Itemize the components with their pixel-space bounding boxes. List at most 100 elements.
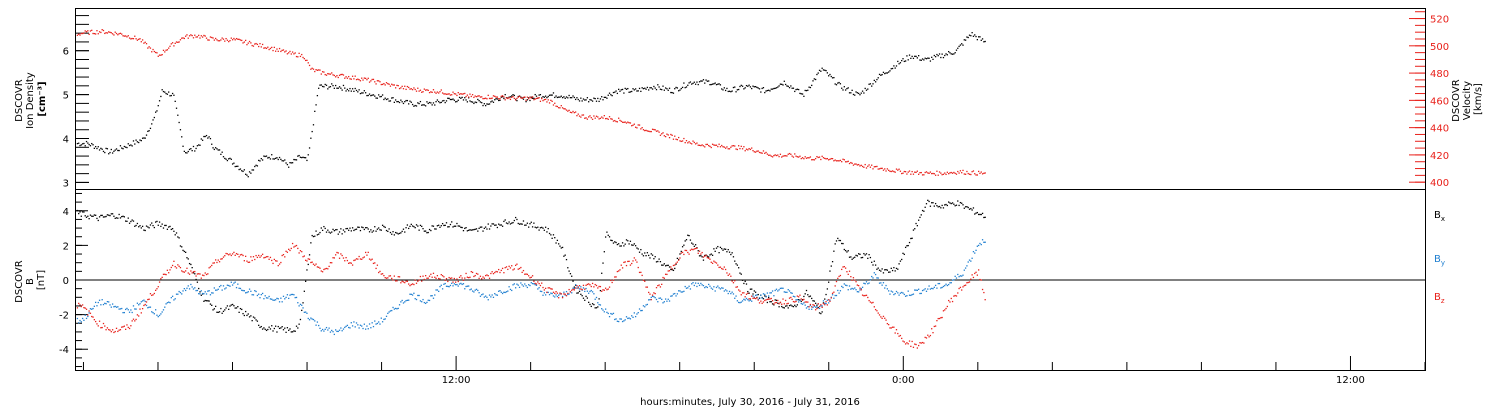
data-point	[641, 127, 643, 129]
data-point	[319, 69, 321, 71]
data-point	[316, 321, 319, 323]
data-point	[568, 94, 570, 97]
data-point	[868, 282, 870, 284]
data-point	[488, 97, 491, 100]
data-point	[226, 159, 229, 162]
data-point	[492, 101, 495, 103]
data-point	[777, 86, 779, 88]
data-point	[427, 89, 429, 92]
data-point	[398, 87, 401, 90]
data-point	[891, 291, 894, 293]
data-point	[525, 99, 527, 101]
data-point	[95, 214, 97, 216]
data-point	[503, 96, 505, 98]
data-point	[445, 100, 448, 102]
data-point	[274, 299, 277, 301]
data-point	[340, 73, 342, 76]
data-point	[333, 74, 335, 77]
data-point	[816, 155, 818, 158]
data-point	[933, 54, 935, 57]
data-point	[233, 282, 235, 284]
data-point	[713, 260, 715, 262]
density-tick-label: 4	[63, 135, 69, 146]
data-point	[384, 97, 386, 99]
data-point	[312, 235, 315, 238]
data-point	[458, 93, 461, 95]
data-point	[554, 296, 556, 298]
data-point	[650, 298, 652, 301]
data-point	[967, 36, 969, 39]
data-point	[812, 306, 814, 309]
data-point	[649, 130, 651, 133]
data-point	[616, 92, 619, 95]
data-point	[546, 96, 548, 99]
data-point	[337, 252, 339, 254]
data-point	[781, 83, 783, 85]
data-point	[779, 83, 782, 85]
data-point	[606, 289, 608, 291]
data-point	[268, 295, 270, 298]
density-tick-label: 5	[63, 91, 69, 102]
data-point	[724, 147, 727, 149]
data-point	[488, 228, 491, 230]
data-point	[953, 171, 955, 174]
data-point	[847, 250, 849, 252]
data-point	[898, 335, 900, 337]
data-point	[908, 54, 911, 56]
data-point	[671, 295, 673, 297]
data-point	[670, 133, 672, 136]
data-point	[85, 216, 88, 218]
data-point	[912, 173, 915, 175]
data-point	[130, 325, 132, 327]
data-point	[572, 95, 574, 97]
data-point	[475, 288, 478, 291]
data-point	[951, 300, 954, 303]
data-point	[747, 85, 749, 87]
data-point	[211, 304, 213, 306]
data-point	[213, 262, 215, 264]
data-point	[842, 286, 844, 289]
data-point	[318, 266, 320, 268]
data-point	[895, 267, 898, 270]
data-point	[488, 294, 491, 296]
data-point	[856, 284, 859, 286]
data-point	[979, 172, 981, 175]
data-point	[127, 326, 129, 329]
data-point	[805, 89, 808, 92]
data-point	[465, 99, 467, 101]
data-point	[205, 37, 208, 39]
data-point	[826, 288, 829, 290]
data-point	[903, 253, 905, 256]
data-point	[565, 295, 568, 297]
data-point	[461, 226, 463, 229]
data-point	[192, 271, 195, 273]
data-point	[721, 88, 723, 90]
data-point	[303, 156, 305, 159]
data-point	[486, 296, 488, 299]
data-point	[478, 99, 480, 102]
data-point	[567, 292, 569, 295]
data-point	[447, 285, 449, 288]
data-point	[800, 93, 802, 95]
data-point	[851, 162, 853, 164]
data-point	[434, 104, 436, 106]
data-point	[599, 289, 602, 292]
data-point	[619, 90, 621, 92]
data-point	[824, 298, 826, 300]
data-point	[885, 72, 887, 74]
data-point	[401, 299, 403, 302]
data-point	[321, 229, 324, 231]
data-point	[170, 43, 172, 45]
data-point	[331, 262, 333, 264]
data-point	[834, 83, 836, 85]
data-point	[242, 312, 244, 315]
data-point	[454, 284, 457, 286]
data-point	[444, 101, 446, 104]
data-point	[738, 301, 740, 304]
data-point	[731, 291, 733, 293]
data-point	[271, 46, 273, 49]
data-point	[371, 94, 373, 96]
data-point	[726, 290, 728, 292]
data-point	[397, 233, 399, 235]
data-point	[444, 282, 446, 285]
